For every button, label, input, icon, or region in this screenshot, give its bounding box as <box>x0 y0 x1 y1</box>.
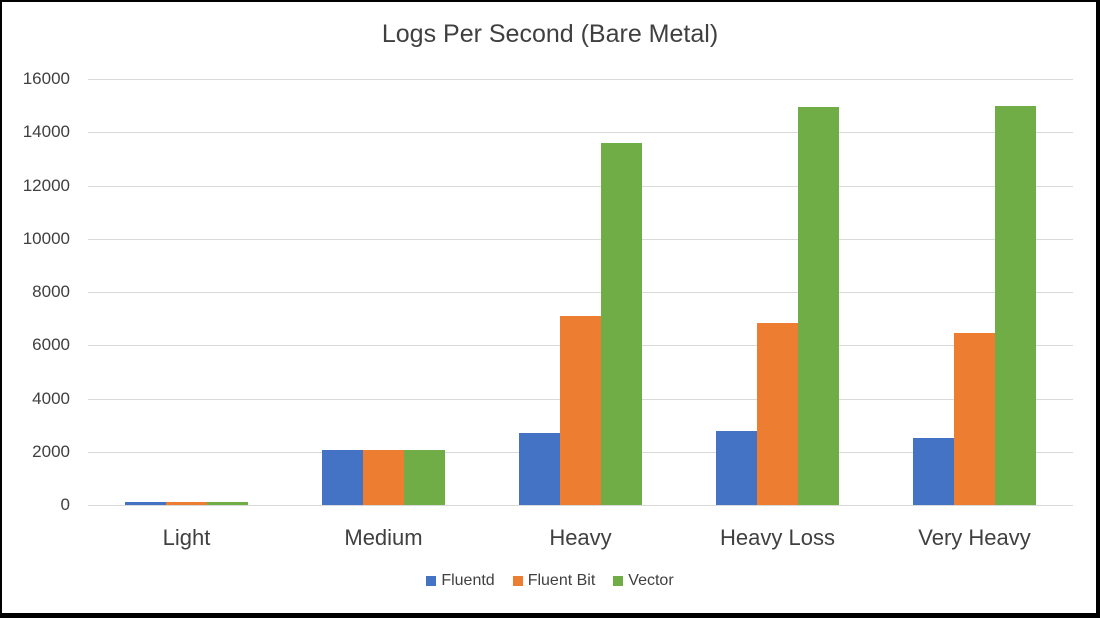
legend-item-vector: Vector <box>613 572 674 590</box>
bar-fluentd-heavy <box>519 433 560 505</box>
plot-area: Light Medium Heavy Heavy Loss Very Heavy <box>88 79 1073 550</box>
gridline <box>88 505 1073 506</box>
legend: Fluentd Fluent Bit Vector <box>2 572 1098 590</box>
x-tick-label: Medium <box>344 525 423 550</box>
legend-label: Fluentd <box>441 572 495 589</box>
legend-item-fluentd: Fluentd <box>426 572 495 590</box>
y-tick-label: 10000 <box>22 228 70 248</box>
bar-vector-medium <box>404 450 445 505</box>
bar-fluentd-heavy-loss <box>716 430 757 505</box>
y-tick-label: 14000 <box>22 122 70 142</box>
bar-vector-light <box>207 502 248 505</box>
bar-fluent-bit-heavy <box>560 315 601 505</box>
bar-fluent-bit-light <box>166 502 207 505</box>
y-tick-label: 8000 <box>32 282 70 301</box>
gridline <box>88 132 1073 134</box>
y-tick-label: 2000 <box>32 441 70 461</box>
y-tick-label: 0 <box>60 495 70 514</box>
legend-swatch-icon <box>512 576 523 586</box>
legend-label: Fluent Bit <box>527 572 596 589</box>
bar-fluentd-light <box>125 502 166 505</box>
gridline <box>88 79 1073 80</box>
y-tick-label: 4000 <box>32 388 70 408</box>
legend-swatch-icon <box>613 576 624 586</box>
y-tick-label: 16000 <box>22 69 70 88</box>
x-tick-label: Light <box>162 525 211 550</box>
bar-fluentd-very-heavy <box>913 438 954 505</box>
bar-vector-heavy-loss <box>798 106 839 505</box>
x-tick-label: Heavy <box>549 525 612 550</box>
y-tick-label: 12000 <box>22 175 70 195</box>
x-tick-label: Heavy Loss <box>720 525 835 550</box>
bar-fluentd-medium <box>322 449 363 505</box>
legend-label: Vector <box>628 572 674 589</box>
bar-fluent-bit-heavy-loss <box>757 322 798 505</box>
gridline <box>88 292 1073 293</box>
gridline <box>88 185 1073 187</box>
legend-item-fluent-bit: Fluent Bit <box>512 572 596 590</box>
gridline <box>88 238 1073 240</box>
x-tick-label: Very Heavy <box>918 525 1031 550</box>
bar-vector-heavy <box>601 142 642 505</box>
bar-vector-very-heavy <box>995 105 1036 505</box>
chart-title: Logs Per Second (Bare Metal) <box>381 20 719 48</box>
bar-fluent-bit-medium <box>363 449 404 505</box>
bar-fluent-bit-very-heavy <box>954 333 995 505</box>
y-tick-label: 6000 <box>32 335 70 355</box>
legend-swatch-icon <box>426 576 437 586</box>
